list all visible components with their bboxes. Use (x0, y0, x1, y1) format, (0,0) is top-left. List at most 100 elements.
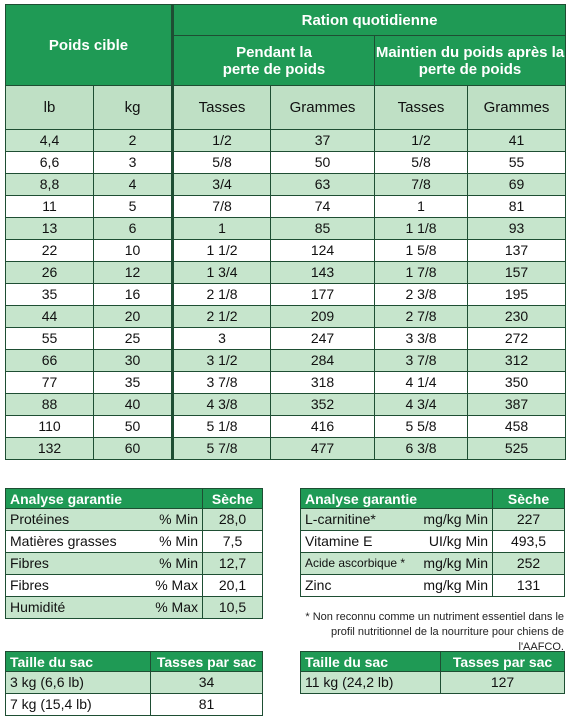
weight-loss-header: Pendant la perte de poids (171, 35, 376, 86)
nutrient-unit: % Min (127, 508, 203, 531)
cell-kg: 6 (92, 217, 174, 240)
nutrient-unit: mg/kg Min (412, 574, 493, 597)
feeding-table: Poids cible Ration quotidienne Pendant l… (4, 4, 567, 460)
cell-kg: 35 (92, 371, 174, 394)
nutrient-name: Zinc (300, 574, 413, 597)
cell-kg: 30 (92, 349, 174, 372)
cell-lb: 132 (5, 437, 94, 460)
cell-loss-cups: 5 7/8 (171, 437, 272, 460)
analysis-left-col: Sèche (202, 488, 263, 509)
cell-loss-cups: 3 (171, 327, 272, 350)
cell-maint-cups: 1 5/8 (374, 239, 469, 262)
cell-kg: 50 (92, 415, 174, 438)
cell-loss-cups: 1/2 (171, 129, 272, 152)
cell-maint-cups: 1 (374, 195, 469, 218)
cell-loss-cups: 3/4 (171, 173, 272, 196)
cell-lb: 55 (5, 327, 94, 350)
maintenance-header: Maintien du poids après la perte de poid… (374, 35, 567, 86)
nutrient-name: Protéines (5, 508, 128, 531)
cell-lb: 44 (5, 305, 94, 328)
cell-maint-grams: 312 (467, 349, 567, 372)
nutrient-unit: UI/kg Min (412, 530, 493, 553)
table-row: 3 kg (6,6 lb) 34 (5, 671, 263, 694)
bag-left-col: Tasses par sac (150, 651, 263, 672)
cell-loss-grams: 416 (270, 415, 376, 438)
cell-lb: 110 (5, 415, 94, 438)
analysis-right-col: Sèche (492, 488, 565, 509)
cell-loss-cups: 1 (171, 217, 272, 240)
table-row: 77 35 3 7/8 318 4 1/4 350 (5, 371, 567, 394)
analysis-right-title: Analyse garantie (300, 488, 493, 509)
table-row: 35 16 2 1/8 177 2 3/8 195 (5, 283, 567, 306)
cell-maint-cups: 7/8 (374, 173, 469, 196)
table-row: Acide ascorbique * mg/kg Min 252 (300, 552, 565, 575)
cell-loss-grams: 477 (270, 437, 376, 460)
nutrient-name: Fibres (5, 574, 128, 597)
col-loss-grams: Grammes (270, 85, 376, 130)
nutrient-name: L-carnitine* (300, 508, 413, 531)
table-row: L-carnitine* mg/kg Min 227 (300, 508, 565, 531)
bag-table-right: Taille du sac Tasses par sac 11 kg (24,2… (300, 651, 565, 694)
table-row: 55 25 3 247 3 3/8 272 (5, 327, 567, 350)
bag-cups: 81 (150, 693, 263, 716)
table-row: Protéines% Min 28,0 (5, 508, 263, 531)
cell-lb: 6,6 (5, 151, 94, 174)
table-row: Fibres% Max 20,1 (5, 574, 263, 597)
cell-loss-cups: 5/8 (171, 151, 272, 174)
daily-ration-header: Ration quotidienne (171, 4, 567, 36)
table-row: Matières grasses% Min 7,5 (5, 530, 263, 553)
cell-loss-grams: 63 (270, 173, 376, 196)
nutrient-value: 20,1 (202, 574, 263, 597)
cell-lb: 4,4 (5, 129, 94, 152)
table-row: 11 kg (24,2 lb) 127 (300, 671, 565, 694)
cell-maint-cups: 4 1/4 (374, 371, 469, 394)
cell-loss-grams: 50 (270, 151, 376, 174)
cell-lb: 26 (5, 261, 94, 284)
nutrient-unit: % Max (127, 574, 203, 597)
cell-loss-cups: 1 1/2 (171, 239, 272, 262)
table-row: 8,8 4 3/4 63 7/8 69 (5, 173, 567, 196)
cell-loss-cups: 2 1/8 (171, 283, 272, 306)
cell-loss-grams: 209 (270, 305, 376, 328)
cell-loss-cups: 3 7/8 (171, 371, 272, 394)
analysis-table-left: Analyse garantie Sèche Protéines% Min 28,… (5, 488, 263, 619)
cell-loss-grams: 284 (270, 349, 376, 372)
cell-maint-grams: 69 (467, 173, 567, 196)
cell-maint-grams: 387 (467, 393, 567, 416)
cell-maint-grams: 230 (467, 305, 567, 328)
cell-lb: 13 (5, 217, 94, 240)
cell-loss-grams: 352 (270, 393, 376, 416)
table-row: Zinc mg/kg Min 131 (300, 574, 565, 597)
table-row: Vitamine E UI/kg Min 493,5 (300, 530, 565, 553)
bag-cups: 34 (150, 671, 263, 694)
cell-maint-cups: 6 3/8 (374, 437, 469, 460)
col-maint-grams: Grammes (467, 85, 567, 130)
cell-kg: 10 (92, 239, 174, 262)
nutrient-value: 227 (492, 508, 565, 531)
nutrient-unit: mg/kg Min (412, 552, 493, 575)
cell-maint-grams: 93 (467, 217, 567, 240)
bag-right-col: Tasses par sac (440, 651, 565, 672)
cell-kg: 12 (92, 261, 174, 284)
cell-maint-cups: 1 1/8 (374, 217, 469, 240)
target-weight-header: Poids cible (4, 4, 174, 86)
cell-loss-grams: 143 (270, 261, 376, 284)
cell-maint-cups: 3 3/8 (374, 327, 469, 350)
cell-lb: 22 (5, 239, 94, 262)
nutrient-name: Matières grasses (5, 530, 128, 553)
cell-maint-cups: 2 7/8 (374, 305, 469, 328)
table-row: 6,6 3 5/8 50 5/8 55 (5, 151, 567, 174)
cell-kg: 40 (92, 393, 174, 416)
nutrient-value: 131 (492, 574, 565, 597)
bag-size: 7 kg (15,4 lb) (5, 693, 151, 716)
table-row: 7 kg (15,4 lb) 81 (5, 693, 263, 716)
analysis-left-title: Analyse garantie (5, 488, 203, 509)
cell-maint-cups: 3 7/8 (374, 349, 469, 372)
cell-kg: 25 (92, 327, 174, 350)
nutrient-unit: mg/kg Min (412, 508, 493, 531)
nutrient-name: Fibres (5, 552, 128, 575)
cell-loss-cups: 5 1/8 (171, 415, 272, 438)
nutrient-unit: % Max (127, 596, 203, 619)
cell-maint-grams: 41 (467, 129, 567, 152)
cell-maint-cups: 5/8 (374, 151, 469, 174)
